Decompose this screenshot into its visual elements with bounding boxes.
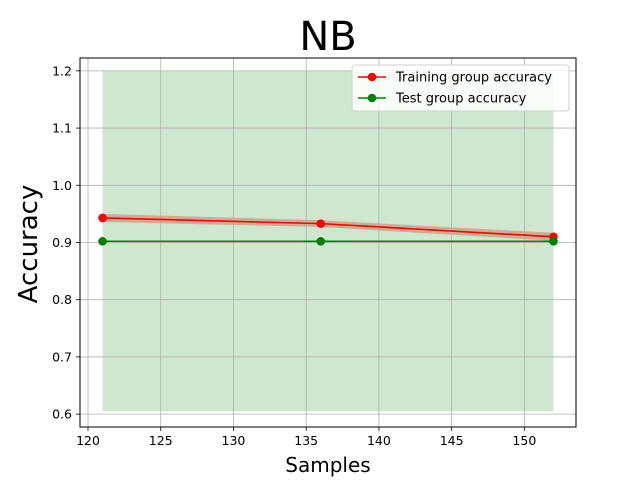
x-axis-label: Samples [285,453,370,477]
x-tick-label-3: 135 [294,433,318,448]
y-axis-ticks: 0.6 0.7 0.8 0.9 1.0 1.1 1.2 [52,63,80,422]
legend-box [351,64,570,112]
legend-label-0: Training group accuracy [395,71,552,86]
series-1-point-2 [549,237,558,246]
legend: Training group accuracy Test group accura… [351,64,570,112]
legend-label-1: Test group accuracy [395,92,527,107]
series-1-point-0 [98,237,107,246]
y-axis-label: Accuracy [14,185,44,304]
legend-marker-0 [367,72,377,82]
x-tick-label-5: 145 [440,433,464,448]
series-0-point-1 [316,219,326,228]
y-tick-label-2: 0.8 [52,292,72,307]
series-0-point-0 [98,213,107,223]
series-1-point-1 [316,237,326,246]
y-tick-label-4: 1.0 [52,178,72,193]
y-tick-label-0: 0.6 [52,407,72,422]
y-tick-label-5: 1.1 [52,121,72,136]
x-tick-label-0: 120 [76,433,100,448]
y-tick-label-6: 1.2 [52,63,72,78]
x-tick-label-1: 125 [149,433,173,448]
legend-marker-1 [367,93,377,103]
x-tick-label-4: 140 [367,433,391,448]
chart-title: NB [299,14,356,60]
x-tick-label-2: 130 [222,433,246,448]
y-tick-label-3: 0.9 [52,235,72,250]
x-tick-label-6: 150 [512,433,536,448]
y-tick-label-1: 0.7 [52,349,72,364]
x-axis-ticks: 120 125 130 135 140 145 150 [76,427,536,448]
series-lines [98,213,558,246]
